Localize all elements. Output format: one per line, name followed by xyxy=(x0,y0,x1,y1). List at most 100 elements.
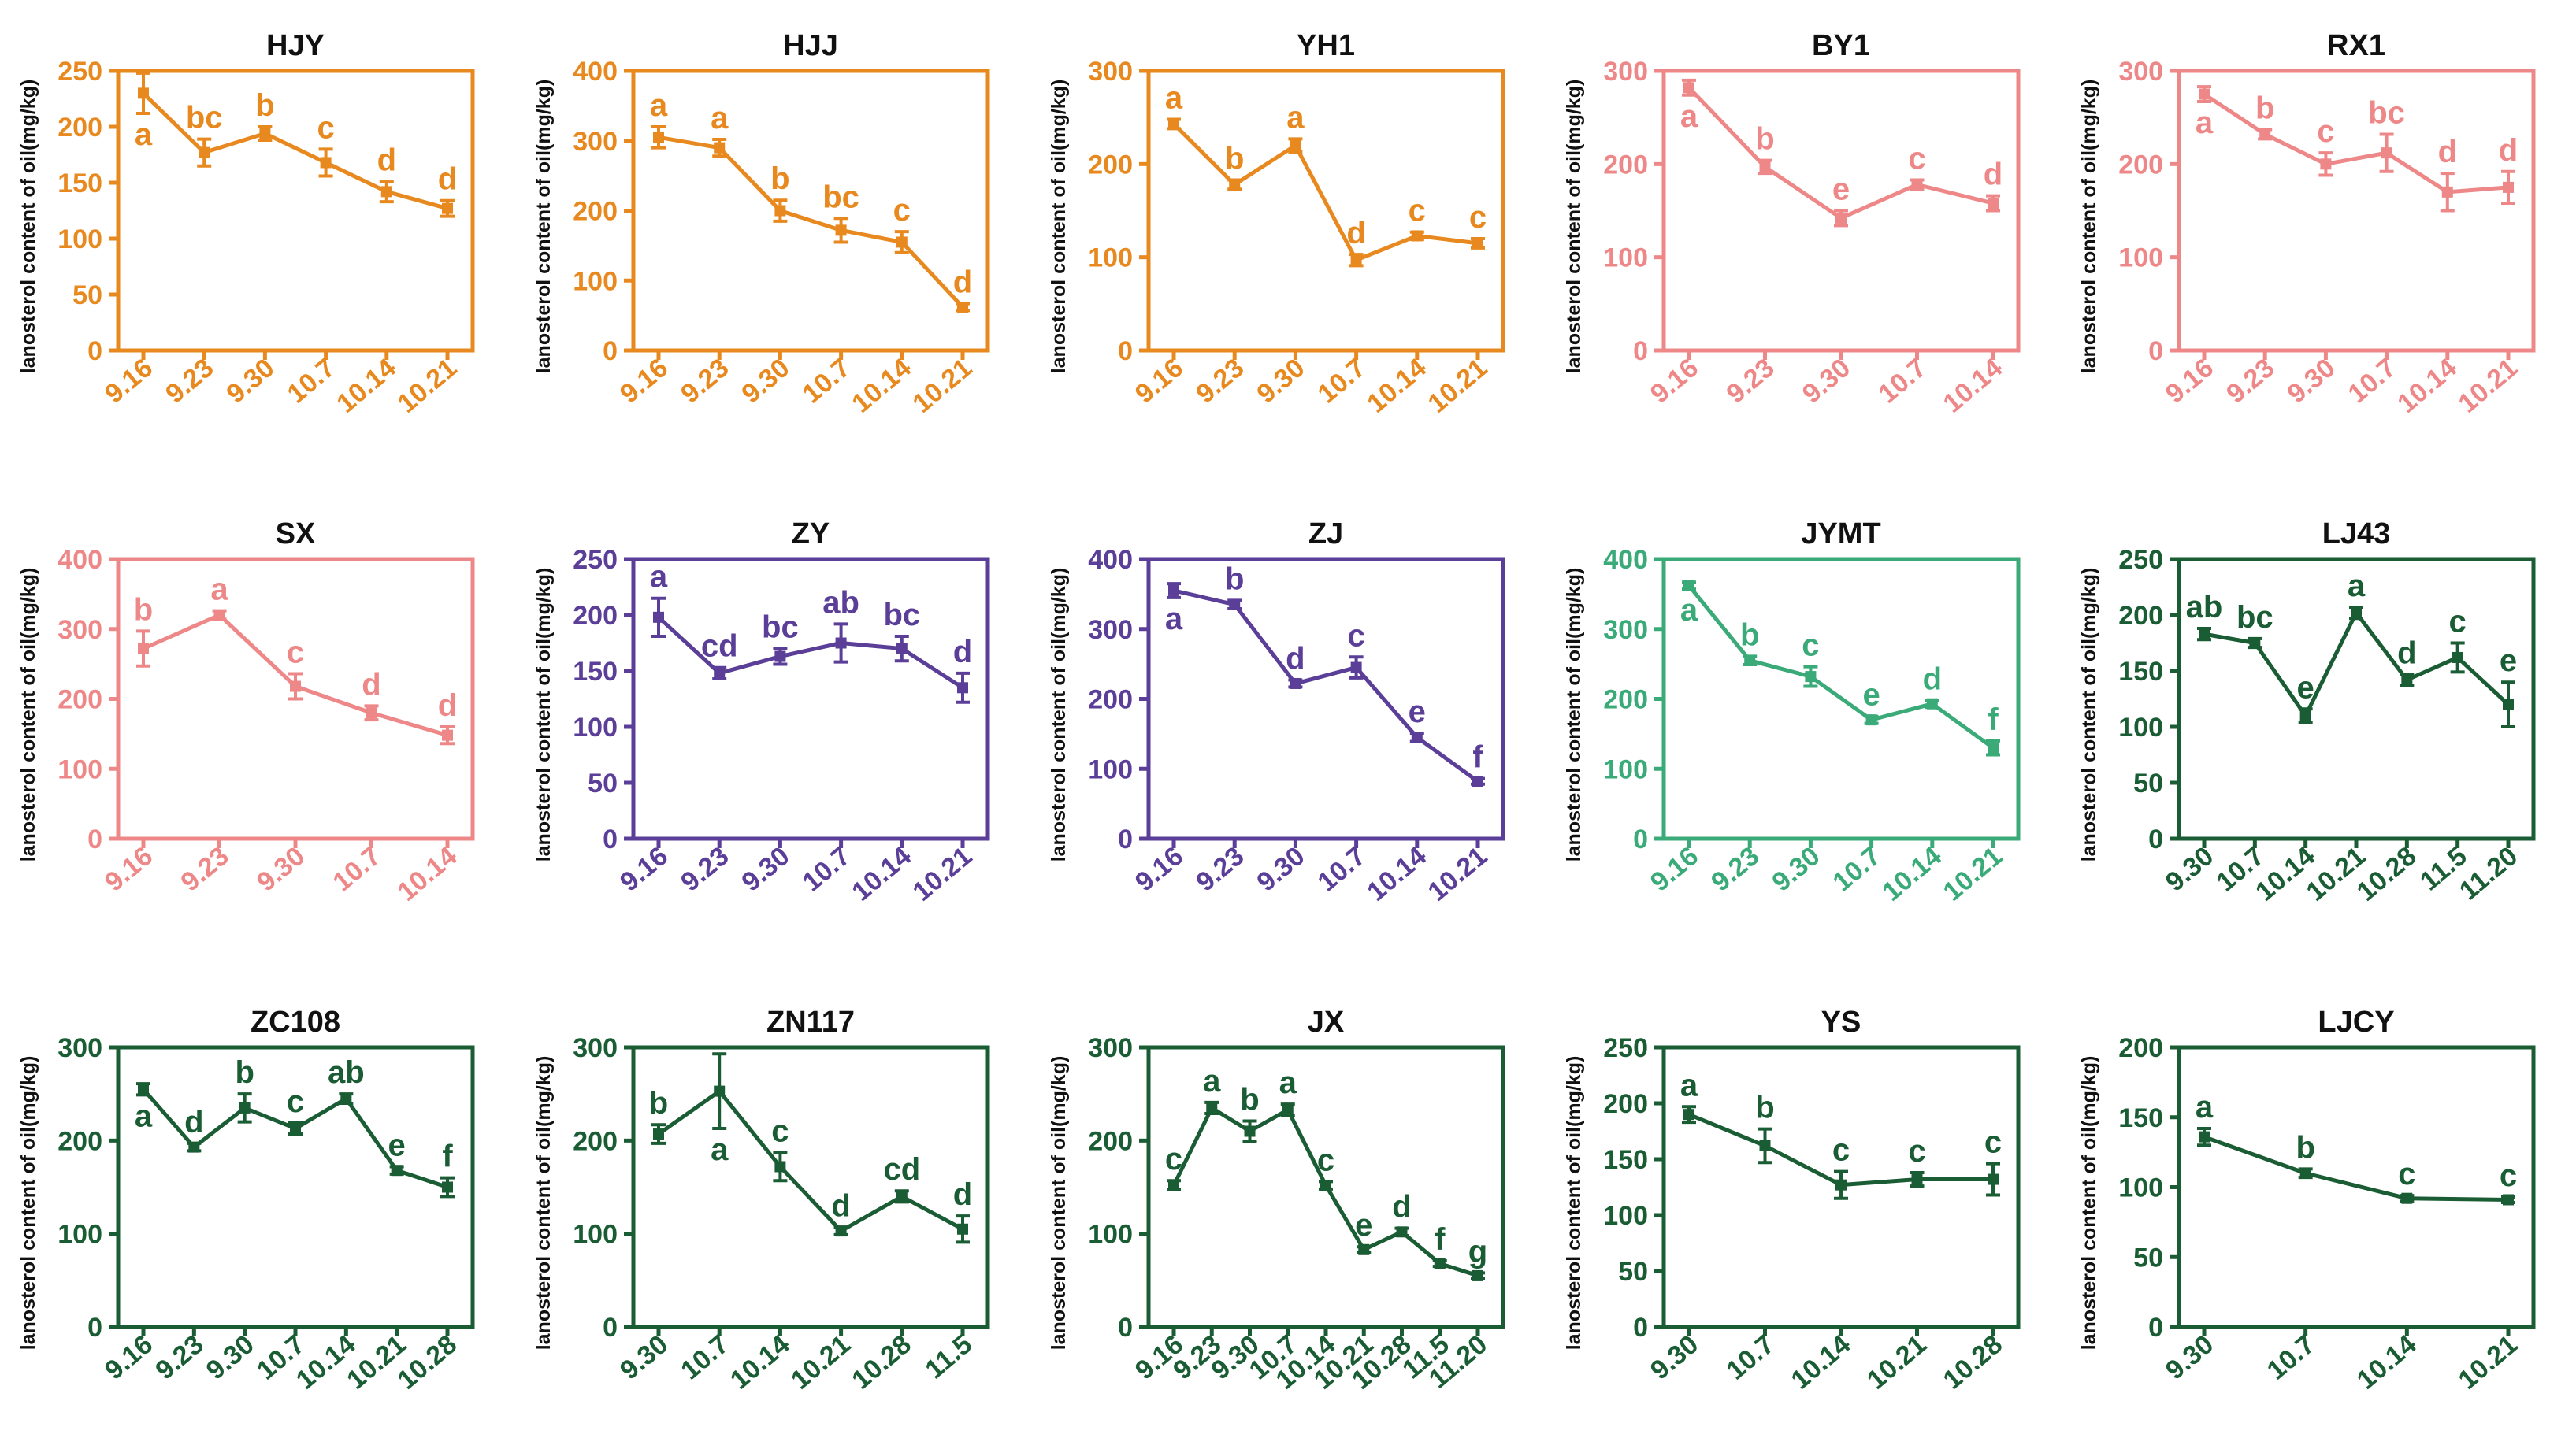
data-point xyxy=(1411,732,1423,743)
significance-letter: b xyxy=(235,1055,254,1090)
data-point xyxy=(2503,1194,2514,1206)
data-point xyxy=(1926,698,1938,710)
x-tick-label: 9.16 xyxy=(1130,353,1189,410)
y-tick-label: 200 xyxy=(2118,601,2163,631)
data-point xyxy=(1759,161,1771,172)
significance-letter: e xyxy=(1832,172,1850,207)
y-tick-label: 400 xyxy=(1088,545,1133,575)
significance-letter: c xyxy=(1409,194,1426,228)
x-tick-label: 9.30 xyxy=(2160,841,2219,898)
y-tick-label: 200 xyxy=(573,1126,618,1156)
x-tick-label: 9.30 xyxy=(221,353,280,410)
significance-letter: d xyxy=(1392,1190,1411,1225)
y-tick-label: 300 xyxy=(1603,615,1648,645)
y-tick-label: 200 xyxy=(2118,150,2163,180)
y-tick-label: 0 xyxy=(87,825,102,854)
significance-letter: b xyxy=(1740,617,1759,652)
y-tick-label: 100 xyxy=(1603,1201,1648,1231)
data-point xyxy=(2259,128,2271,140)
chart-panel-ljcy: LJCY lanosterol content of oil(mg/kg) 0 50 1… xyxy=(2078,1006,2536,1395)
significance-letter: d xyxy=(953,635,972,669)
data-point xyxy=(1350,662,1362,673)
data-point xyxy=(213,610,225,621)
data-point xyxy=(1472,776,1483,788)
significance-letter: c xyxy=(287,636,304,670)
y-tick-label: 100 xyxy=(573,1220,618,1250)
data-point xyxy=(2199,88,2210,100)
chart-panel-lj43: LJ43 lanosterol content of oil(mg/kg) 0 50 1… xyxy=(2078,517,2536,907)
significance-letter: b xyxy=(134,592,153,627)
x-tick-label: 10.14 xyxy=(725,1329,796,1395)
x-tick-label: 10.7 xyxy=(1873,353,1932,410)
plot-frame xyxy=(631,69,990,353)
chart-panel-jx: JX lanosterol content of oil(mg/kg) 0 100 20… xyxy=(1048,1006,1505,1395)
y-tick-label: 200 xyxy=(1088,150,1133,180)
significance-letter: c xyxy=(1317,1143,1334,1177)
significance-letter: d xyxy=(1286,642,1305,676)
data-point xyxy=(2199,628,2210,640)
significance-letter: d xyxy=(438,688,457,723)
y-tick-label: 0 xyxy=(1118,336,1133,366)
significance-letter: e xyxy=(2297,670,2314,705)
series-line xyxy=(1171,1106,1479,1278)
significance-letter: c xyxy=(771,1114,789,1149)
significance-letter: c xyxy=(1908,1134,1925,1169)
chart-panel-hjy: HJY lanosterol content of oil(mg/kg) 0 50 10… xyxy=(17,29,475,419)
data-point xyxy=(1759,1140,1771,1151)
y-tick-label: 200 xyxy=(2118,1033,2163,1063)
data-point xyxy=(2299,1167,2311,1179)
y-tick-label: 0 xyxy=(603,825,618,854)
x-tick-label: 10.7 xyxy=(282,353,341,410)
y-axis-label: lanosterol content of oil(mg/kg) xyxy=(2078,80,2100,374)
plot-frame xyxy=(631,557,990,841)
significance-letter: d xyxy=(953,265,972,300)
plot-frame xyxy=(631,1045,990,1329)
y-tick-label: 0 xyxy=(1118,1313,1133,1343)
chart-title: LJCY xyxy=(2318,1006,2394,1039)
x-tick-label: 9.30 xyxy=(1766,841,1825,898)
data-point xyxy=(1835,1179,1847,1191)
y-tick-label: 100 xyxy=(2118,243,2163,273)
chart-panel-zj: ZJ lanosterol content of oil(mg/kg) 0 100 20… xyxy=(1048,517,1505,907)
data-point xyxy=(188,1141,200,1153)
plot-frame xyxy=(1146,557,1505,841)
data-point xyxy=(714,667,726,679)
x-tick-label: 10.21 xyxy=(908,841,978,907)
y-tick-label: 250 xyxy=(58,57,102,87)
y-tick-label: 400 xyxy=(573,57,618,87)
y-tick-label: 50 xyxy=(2133,1243,2163,1273)
plot-frame xyxy=(116,69,475,353)
y-tick-label: 100 xyxy=(1603,754,1648,784)
data-point xyxy=(1358,1243,1370,1255)
significance-letter: c xyxy=(1832,1133,1850,1168)
data-point xyxy=(2351,607,2362,619)
significance-letter: c xyxy=(2449,605,2467,639)
x-tick-label: 9.30 xyxy=(201,1329,260,1386)
data-point xyxy=(138,87,149,99)
data-point xyxy=(653,132,664,143)
data-point xyxy=(2249,637,2261,649)
significance-letter: b xyxy=(2296,1130,2314,1165)
series-line xyxy=(657,615,964,690)
significance-letter: d xyxy=(184,1105,203,1140)
y-tick-label: 0 xyxy=(87,336,102,366)
significance-letter: d xyxy=(1923,662,1942,696)
y-tick-label: 0 xyxy=(2148,825,2163,854)
y-tick-label: 0 xyxy=(1633,825,1648,854)
x-tick-label: 10.14 xyxy=(846,353,917,419)
significance-letter: c xyxy=(2398,1157,2415,1191)
significance-letter: a xyxy=(1286,100,1305,135)
y-axis-label: lanosterol content of oil(mg/kg) xyxy=(533,1056,555,1351)
series-line xyxy=(2203,92,2509,195)
y-tick-label: 100 xyxy=(1088,243,1133,273)
data-point xyxy=(138,643,149,654)
plot-frame xyxy=(1146,69,1505,353)
chart-title: YH1 xyxy=(1297,29,1355,62)
data-point xyxy=(2452,651,2463,663)
chart-title: RX1 xyxy=(2327,29,2385,62)
significance-letter: cd xyxy=(701,629,738,664)
data-point xyxy=(2199,1131,2210,1143)
data-point xyxy=(835,637,847,649)
data-point xyxy=(835,224,847,236)
y-tick-label: 0 xyxy=(1633,1313,1648,1343)
